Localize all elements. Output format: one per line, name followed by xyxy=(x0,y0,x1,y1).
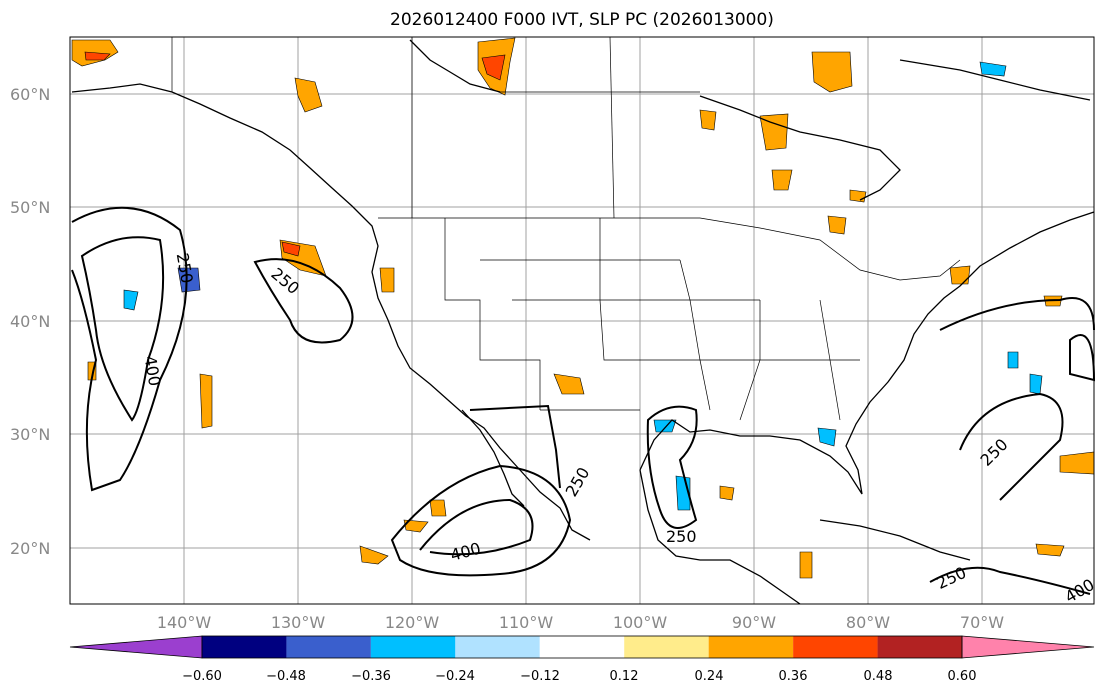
colorbar-tick-labels: −0.60 −0.48 −0.36 −0.24 −0.12 0.12 0.24 … xyxy=(182,669,976,684)
colorbar-segment xyxy=(539,636,625,658)
coastlines xyxy=(71,39,1095,605)
colorbar-segment xyxy=(793,636,878,658)
ivt-patches xyxy=(71,37,1095,579)
colorbar-segment xyxy=(202,636,287,658)
colorbar-tick-label: 0.24 xyxy=(695,669,724,684)
colorbar-tick-label: −0.48 xyxy=(266,669,306,684)
colorbar-segment xyxy=(877,636,962,658)
lon-label: 140°W xyxy=(157,613,212,632)
colorbar-frame xyxy=(201,635,963,659)
colorbar-segment xyxy=(286,636,371,658)
colorbar-extend-high xyxy=(961,635,1095,659)
longitude-labels: 140°W 130°W 120°W 110°W 100°W 90°W 80°W … xyxy=(157,613,1004,632)
latitude-labels: 60°N 50°N 40°N 30°N 20°N xyxy=(10,85,50,558)
colorbar-tick-label: −0.60 xyxy=(182,669,222,684)
slp-contours xyxy=(71,206,1096,595)
colorbar-tick-label: −0.36 xyxy=(351,669,391,684)
colorbar xyxy=(69,635,1095,659)
colorbar-segment xyxy=(455,636,540,658)
lat-label: 50°N xyxy=(10,198,50,217)
lon-label: 80°W xyxy=(846,613,890,632)
colorbar-tick-label: −0.12 xyxy=(520,669,560,684)
colorbar-tick-label: −0.24 xyxy=(435,669,475,684)
colorbar-tick-label: 0.48 xyxy=(864,669,893,684)
lat-label: 60°N xyxy=(10,85,50,104)
lat-label: 20°N xyxy=(10,539,50,558)
colorbar-segment xyxy=(708,636,794,658)
lon-label: 110°W xyxy=(499,613,554,632)
colorbar-extend-low xyxy=(69,635,203,659)
lat-label: 30°N xyxy=(10,425,50,444)
lon-label: 130°W xyxy=(271,613,326,632)
colorbar-segment xyxy=(624,636,709,658)
map-title: 2026012400 F000 IVT, SLP PC (2026013000) xyxy=(390,10,774,30)
lon-label: 70°W xyxy=(960,613,1004,632)
colorbar-tick-label: 0.36 xyxy=(779,669,808,684)
lon-label: 120°W xyxy=(385,613,440,632)
lon-label: 100°W xyxy=(613,613,668,632)
colorbar-segment xyxy=(370,636,456,658)
colorbar-tick-label: 0.60 xyxy=(948,669,977,684)
lat-label: 40°N xyxy=(10,312,50,331)
lon-label: 90°W xyxy=(732,613,776,632)
contour-label: 250 xyxy=(666,527,697,546)
colorbar-tick-label: 0.12 xyxy=(610,669,639,684)
political-borders xyxy=(171,36,961,421)
map-area: 250 250 400 250 250 250 400 250 250 400 xyxy=(69,36,1098,607)
